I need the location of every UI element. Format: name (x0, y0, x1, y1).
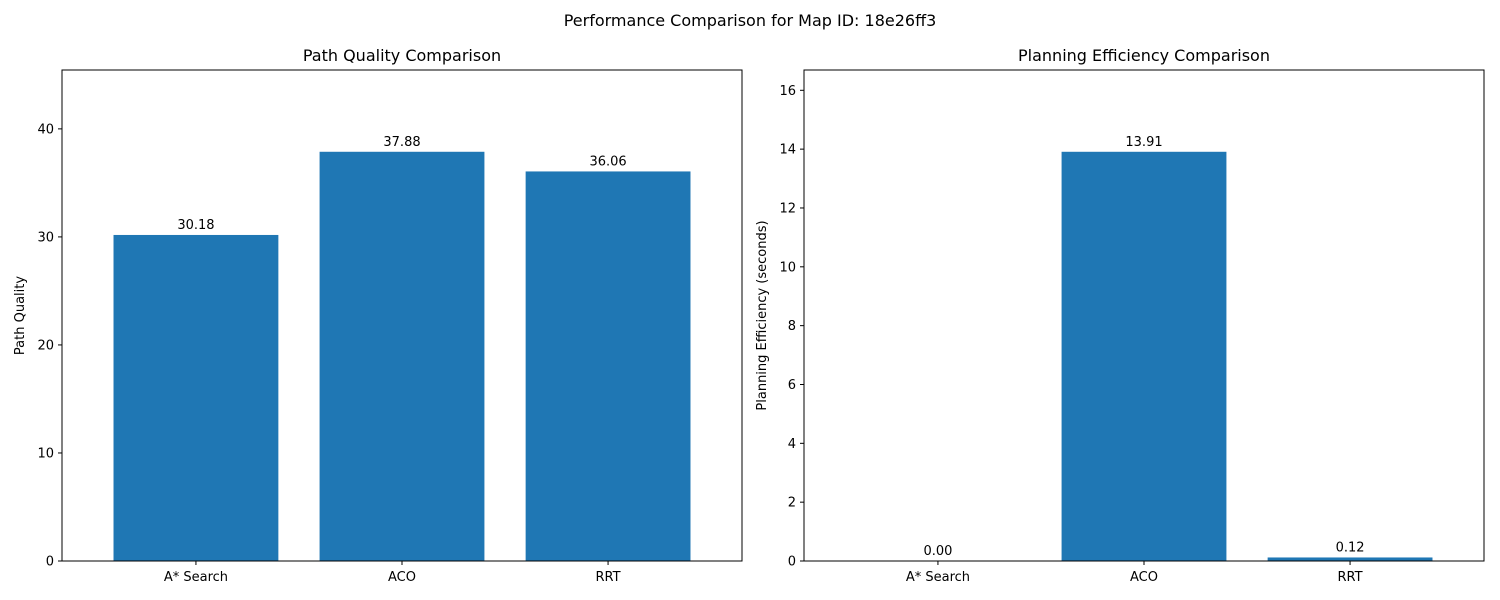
bar-2 (525, 171, 691, 561)
x-tick-label: A* Search (906, 570, 970, 585)
bar-value-label: 30.18 (177, 218, 214, 233)
figure-suptitle: Performance Comparison for Map ID: 18e26… (564, 11, 937, 30)
y-tick-label: 4 (788, 437, 796, 452)
x-tick-label: ACO (388, 570, 416, 585)
bar-value-label: 37.88 (383, 135, 420, 150)
bar-value-label: 0.12 (1336, 540, 1365, 555)
x-tick-label: RRT (1338, 570, 1363, 585)
y-tick-label: 14 (779, 143, 796, 158)
bar-value-label: 13.91 (1125, 135, 1162, 150)
x-tick-label: RRT (596, 570, 621, 585)
y-tick-label: 6 (788, 378, 796, 393)
planning-efficiency-chart: 0.00 13.91 0.12 0 2 4 6 8 10 12 14 16 A* Search ACO RR… (755, 46, 1485, 585)
bar-1 (319, 151, 485, 562)
y-tick-label: 10 (779, 260, 796, 275)
y-tick-label: 10 (37, 446, 54, 461)
y-tick-label: 16 (779, 84, 796, 99)
y-tick-label: 0 (788, 555, 796, 570)
y-tick-label: 40 (37, 122, 54, 137)
y-tick-label: 8 (788, 319, 796, 334)
bar-value-label: 0.00 (923, 544, 952, 559)
y-tick-label: 2 (788, 496, 796, 511)
x-tick-label: ACO (1130, 570, 1158, 585)
chart-title: Path Quality Comparison (303, 46, 501, 65)
path-quality-chart: 30.18 37.88 36.06 0 10 20 30 40 A* Search ACO RRT P… (13, 46, 743, 585)
y-tick-label: 0 (46, 555, 54, 570)
y-tick-label: 30 (37, 230, 54, 245)
y-axis-label: Path Quality (13, 276, 28, 355)
y-tick-label: 20 (37, 338, 54, 353)
bar-1 (1061, 151, 1227, 561)
bar-value-label: 36.06 (589, 154, 626, 169)
y-axis-label: Planning Efficiency (seconds) (755, 220, 770, 410)
chart-title: Planning Efficiency Comparison (1018, 46, 1270, 65)
x-tick-label: A* Search (164, 570, 228, 585)
y-tick-label: 12 (779, 201, 796, 216)
bar-0 (113, 234, 279, 561)
bar-2 (1267, 557, 1433, 561)
